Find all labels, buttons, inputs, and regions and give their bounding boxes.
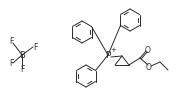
Text: +: + (110, 47, 116, 53)
Text: F: F (33, 43, 37, 52)
Text: O: O (145, 46, 151, 54)
Text: O: O (146, 64, 152, 73)
Text: F: F (20, 66, 24, 74)
Text: P: P (105, 50, 111, 60)
Text: B: B (19, 50, 25, 60)
Text: F: F (9, 36, 13, 46)
Text: F: F (9, 60, 13, 68)
